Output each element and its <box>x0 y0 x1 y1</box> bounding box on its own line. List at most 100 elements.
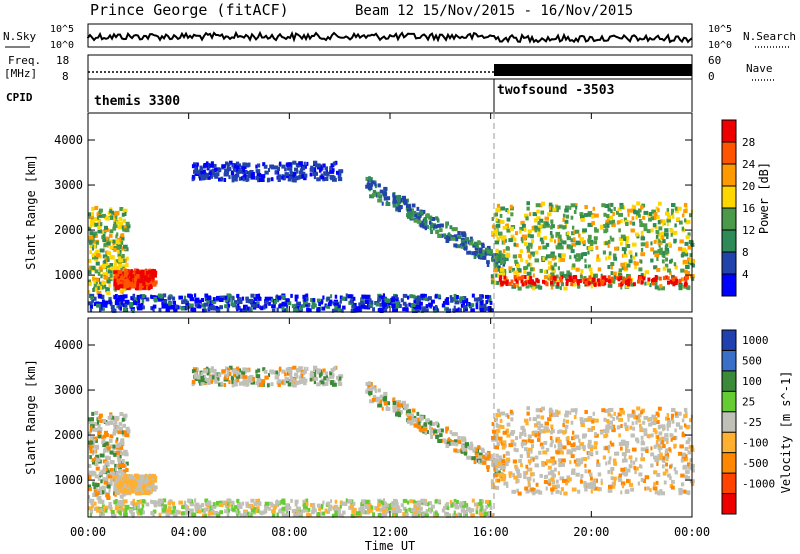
power-cell <box>618 237 624 241</box>
velocity-cell <box>557 443 560 448</box>
velocity-cell <box>555 450 560 455</box>
velocity-cell <box>212 510 218 515</box>
power-cell <box>284 300 288 305</box>
power-cell <box>671 214 675 219</box>
power-cell <box>551 268 556 273</box>
velocity-cell <box>593 479 597 484</box>
power-cell <box>118 221 124 226</box>
velocity-cell <box>519 431 524 436</box>
power-cell <box>206 164 211 169</box>
power-cell <box>289 168 293 173</box>
power-cell <box>481 294 484 299</box>
velocity-cell <box>543 475 547 479</box>
velocity-cell <box>115 490 121 495</box>
velocity-cell <box>191 512 197 517</box>
y-tick-label: 1000 <box>54 473 83 487</box>
power-cell <box>424 308 429 313</box>
power-cell <box>486 263 490 267</box>
velocity-cell <box>445 502 449 507</box>
power-cell <box>643 223 648 228</box>
velocity-cell <box>469 508 475 513</box>
velocity-cell <box>116 464 120 469</box>
power-cell <box>546 254 551 259</box>
power-cell <box>606 223 610 228</box>
velocity-cell <box>524 447 528 452</box>
power-cell <box>404 303 408 308</box>
power-cell <box>450 236 456 241</box>
velocity-cell <box>236 378 240 383</box>
velocity-cell <box>392 408 397 413</box>
power-cell <box>596 254 600 259</box>
power-cell <box>643 227 648 232</box>
velocity-cell <box>207 380 211 385</box>
power-cell <box>634 265 637 270</box>
power-cell <box>457 235 462 240</box>
velocity-cell <box>442 506 446 510</box>
velocity-cell <box>530 439 534 444</box>
velocity-cell <box>655 411 659 416</box>
power-cell <box>584 258 587 263</box>
power-cell <box>609 235 612 240</box>
colorbar-tick-label: 12 <box>742 224 755 237</box>
power-cell <box>539 268 543 273</box>
power-cell <box>471 293 475 298</box>
velocity-cell <box>99 512 102 517</box>
velocity-cell <box>121 430 124 435</box>
velocity-cell <box>411 513 417 518</box>
power-cell <box>620 241 623 246</box>
power-cell <box>181 306 185 311</box>
velocity-cell <box>411 408 416 413</box>
power-cell <box>431 217 435 221</box>
velocity-cell <box>502 430 508 435</box>
power-cell <box>620 234 626 239</box>
power-cell <box>426 213 430 218</box>
power-cell <box>681 226 685 231</box>
power-cell <box>95 287 98 292</box>
power-cell <box>524 281 528 286</box>
power-cell <box>136 295 140 300</box>
velocity-cell <box>88 484 92 489</box>
power-cell <box>533 281 537 286</box>
nsearch-label: N.Search <box>743 30 796 43</box>
velocity-cell <box>113 452 117 457</box>
velocity-cell <box>605 433 609 438</box>
velocity-cell <box>512 472 515 477</box>
power-cell <box>687 260 691 265</box>
velocity-cell <box>110 471 116 476</box>
velocity-cell <box>306 512 310 517</box>
velocity-cell <box>659 424 663 429</box>
velocity-cell <box>508 471 513 476</box>
power-cell <box>627 208 632 213</box>
velocity-cell <box>316 512 320 517</box>
velocity-cell <box>536 414 540 419</box>
colorbar-tick-label: -25 <box>742 416 762 429</box>
velocity-cell <box>92 482 95 487</box>
velocity-cell <box>94 460 99 465</box>
x-tick-label: 04:00 <box>171 525 207 539</box>
power-cell <box>520 279 524 284</box>
velocity-cell <box>247 376 251 380</box>
power-cell <box>416 219 421 224</box>
power-cell <box>617 220 621 225</box>
power-cell <box>341 296 346 301</box>
velocity-cell <box>449 500 453 505</box>
power-cell <box>487 249 491 254</box>
power-cell <box>665 257 668 262</box>
velocity-cell <box>594 418 599 423</box>
power-cell <box>473 255 477 259</box>
velocity-cell <box>309 377 313 382</box>
velocity-cell <box>635 415 639 420</box>
power-cell <box>108 283 111 288</box>
velocity-cell <box>281 369 286 374</box>
power-cell <box>256 172 262 177</box>
power-cell <box>353 307 358 312</box>
power-panel: Slant Range [km] <box>24 112 695 313</box>
velocity-cell <box>654 417 658 422</box>
velocity-cell <box>125 468 129 472</box>
velocity-cell <box>664 452 669 457</box>
velocity-cell <box>171 501 176 506</box>
power-cell <box>519 249 523 254</box>
power-cell <box>197 304 202 309</box>
x-tick-label: 00:00 <box>674 525 710 539</box>
velocity-cell <box>416 510 422 514</box>
